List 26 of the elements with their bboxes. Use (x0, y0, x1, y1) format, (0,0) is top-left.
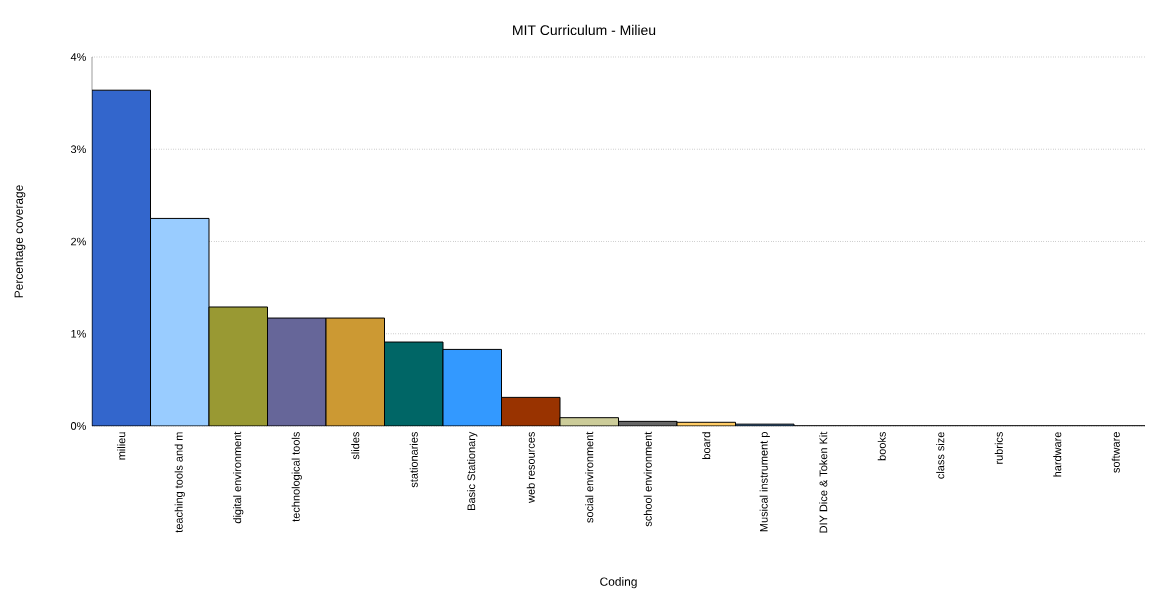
x-tick-label: web resources (526, 432, 535, 503)
x-tick-label: teaching tools and m (174, 432, 185, 533)
y-tick-label: 4% (70, 53, 86, 61)
x-tick-label: social environment (585, 431, 594, 523)
x-tick-label: software (1111, 432, 1120, 473)
x-tick-label: slides (351, 432, 360, 460)
x-tick-label: milieu (117, 432, 126, 460)
y-tick-label: 2% (71, 237, 86, 246)
x-axis-title: Coding (600, 577, 637, 589)
x-tick-label: stationaries (409, 432, 418, 488)
x-tick-label: technological tools (291, 432, 302, 522)
x-tick-label: DIY Dice & Token Kit (819, 431, 828, 533)
y-axis-title: Percentage coverage (14, 185, 26, 298)
x-tick-label: books (877, 432, 886, 461)
x-tick-label: rubrics (994, 432, 1003, 464)
x-tick-label: hardware (1053, 432, 1062, 477)
x-tick-label: Basic Stationary (467, 431, 478, 510)
x-tick-label: board (702, 432, 711, 459)
x-tick-label: school environment (643, 431, 652, 527)
x-tick-label: class size (936, 432, 945, 479)
y-tick-label: 1% (71, 329, 86, 338)
y-tick-label: 3% (70, 145, 86, 154)
y-tick-label: 0% (70, 422, 86, 430)
chart-title: MIT Curriculum - Milieu (513, 24, 656, 36)
x-tick-label: digital environment (233, 431, 244, 524)
x-tick-label: Musical instrument p (759, 432, 770, 532)
